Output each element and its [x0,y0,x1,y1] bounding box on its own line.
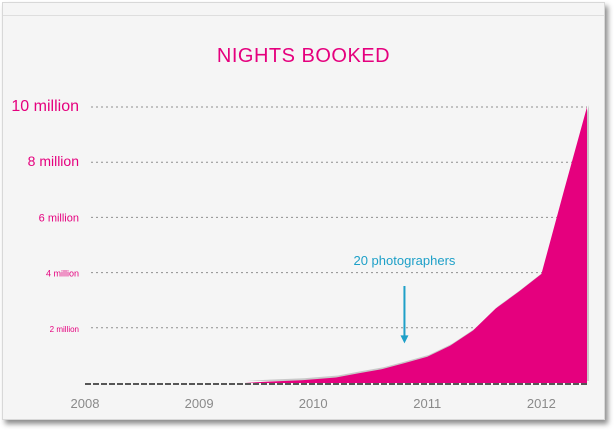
x-tick-label: 2010 [299,396,328,411]
chart-plot: 2 million 4 million 6 million 8 million 10 m… [11,98,589,411]
x-tick-label: 2012 [527,396,556,411]
annotation-arrow-head [400,335,409,344]
y-tick-label: 8 million [28,153,79,169]
x-tick-label: 2011 [413,396,441,411]
y-tick-label: 10 million [11,98,79,115]
y-tick-label: 2 million [50,325,79,334]
series-area [85,107,587,383]
chart-frame: NIGHTS BOOKED 2 million 4 million 6 millio… [2,2,605,420]
data-area [85,105,589,383]
x-tick-label: 2008 [71,396,100,411]
top-divider [3,15,604,16]
gridlines [91,106,587,329]
annotation-label: 20 photographers [353,253,455,268]
y-tick-label: 4 million [46,269,79,279]
annotation-group: 20 photographers [353,253,456,344]
x-tick-label: 2009 [185,396,214,411]
x-tick-labels: 2008 2009 2010 2011 2012 [71,396,556,411]
y-tick-labels: 2 million 4 million 6 million 8 million 10 m… [11,98,79,334]
chart-title: NIGHTS BOOKED [216,45,391,67]
y-tick-label: 6 million [39,212,79,224]
